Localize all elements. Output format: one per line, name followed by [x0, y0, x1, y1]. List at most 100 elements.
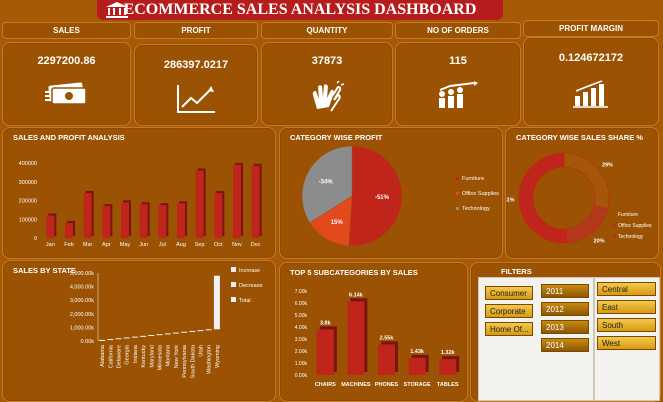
y-tick-label: 1.00k: [295, 361, 308, 367]
y-tick-label: 5.00k: [295, 313, 308, 319]
category-sales-title: CATEGORY WISE SALES SHARE %: [516, 133, 643, 142]
top5-title: TOP 5 SUBCATEGORIES BY SALES: [290, 268, 418, 277]
x-tick-label: Alabama: [100, 344, 106, 367]
x-tick-label: Feb: [64, 242, 73, 248]
kpi-value-profit: 286397.0217: [163, 59, 229, 71]
legend-swatch: [613, 224, 616, 227]
waterfall-bar: [164, 333, 171, 335]
category-sales-panel: CATEGORY WISE SALES SHARE % 29% 20% 51% Fur…: [505, 127, 659, 259]
bar: [408, 357, 426, 375]
kpi-value-quantity: 37873: [311, 55, 343, 67]
y-tick-label: 6.00k: [295, 301, 308, 307]
x-tick-label: Utah: [199, 345, 205, 357]
legend-label: Increase: [239, 268, 260, 274]
y-tick-label: 300000: [19, 180, 37, 186]
x-tick-label: New York: [174, 345, 180, 368]
legend-swatch: [613, 235, 616, 238]
y-tick-label: 3.00k: [295, 337, 308, 343]
y-tick-label: 100000: [19, 217, 37, 223]
bar: [195, 170, 204, 238]
x-tick-label: Indiana: [133, 344, 139, 363]
sales-profit-panel: SALES AND PROFIT ANALYSIS 0 100000 200000 3…: [2, 127, 276, 259]
x-tick-label: Maryland: [149, 345, 155, 368]
pie-slice: [301, 145, 353, 224]
x-tick-label: Montana: [166, 344, 172, 366]
filter-segment-home-office[interactable]: Home Of...: [485, 322, 533, 336]
x-tick-label: Jan: [46, 242, 55, 248]
legend-swatch: [456, 207, 459, 210]
bank-icon: [106, 2, 128, 18]
kpi-card-orders: 115: [395, 42, 521, 126]
sales-profit-title: SALES AND PROFIT ANALYSIS: [13, 133, 125, 142]
x-tick-label: CHAIRS: [315, 382, 336, 388]
x-tick-label: PHONES: [375, 382, 399, 388]
donut-slice: [518, 152, 568, 244]
legend-swatch: [613, 213, 616, 216]
x-tick-label: Oct: [214, 242, 223, 248]
x-tick-label: Aug: [176, 242, 186, 248]
filter-region-south[interactable]: South: [597, 318, 656, 332]
bar: [233, 164, 241, 238]
waterfall-bar: [197, 330, 204, 332]
category-sales-donut-chart: 29% 20% 51% Furniture Office Supplies Technol…: [506, 152, 652, 244]
filter-region-west[interactable]: West: [597, 336, 656, 350]
filter-year-2014[interactable]: 2014: [541, 338, 589, 352]
y-tick-label: 0.00k: [81, 339, 95, 345]
bar: [102, 206, 111, 238]
page-title: ECOMMERCE SALES ANALYSIS DASHBOARD: [123, 1, 477, 18]
donut-data-label: 51%: [506, 198, 515, 204]
filter-year-2013[interactable]: 2013: [541, 320, 589, 334]
filter-region-central[interactable]: Central: [597, 282, 656, 296]
bar: [347, 301, 365, 375]
x-tick-label: Georgia: [125, 344, 131, 365]
bar: [46, 215, 55, 238]
filter-region-east[interactable]: East: [597, 300, 656, 314]
legend-label: Decrease: [239, 283, 263, 289]
kpi-card-profit-margin: 0.124672172: [523, 37, 659, 126]
category-profit-title: CATEGORY WISE PROFIT: [290, 133, 383, 142]
legend-swatch: [456, 192, 459, 195]
x-tick-label: STORAGE: [404, 382, 431, 388]
growth-chart-icon: [177, 85, 215, 113]
kpi-card-profit: 286397.0217: [134, 44, 258, 126]
kpi-card-quantity: 37873: [261, 42, 393, 126]
x-tick-label: Dec: [251, 242, 261, 248]
bar: [158, 205, 167, 238]
sales-by-state-chart: 0.00k 1,000.00k 2,000.00k 3,000.00k 4,000.00…: [70, 267, 263, 378]
bar: [121, 202, 129, 238]
waterfall-bar: [181, 331, 188, 333]
x-tick-label: Pennsylvania: [182, 344, 188, 378]
bar: [439, 359, 457, 375]
filter-year-2011[interactable]: 2011: [541, 284, 589, 298]
waterfall-bar: [140, 335, 147, 337]
kpi-value-sales: 2297200.86: [37, 55, 96, 67]
sales-state-title: SALES BY STATE: [13, 266, 76, 275]
legend-swatch: [231, 267, 236, 272]
bar-growth-icon: [573, 80, 608, 108]
legend-swatch: [456, 177, 459, 180]
x-tick-label: Delaware: [117, 345, 123, 368]
y-tick-label: 2.00k: [295, 349, 308, 355]
y-tick-label: 4,000.00k: [70, 285, 94, 291]
waterfall-bar: [205, 329, 212, 331]
filter-segment-corporate[interactable]: Corporate: [485, 304, 533, 318]
segment-year-slicer-box: Consumer Corporate Home Of... 2011 2012 …: [478, 277, 594, 401]
donut-data-label: 29%: [602, 162, 613, 168]
kpi-header-profit-margin: PROFIT MARGIN: [523, 20, 659, 37]
x-tick-label: Mar: [83, 242, 93, 248]
x-tick-label: May: [120, 242, 131, 248]
top5-panel: TOP 5 SUBCATEGORIES BY SALES 0.00k 1.00k 2…: [279, 262, 468, 402]
y-tick-label: 2,000.00k: [70, 312, 94, 318]
filter-year-2012[interactable]: 2012: [541, 302, 589, 316]
legend-label: Technology: [462, 206, 490, 212]
x-tick-label: Minnesota: [158, 344, 164, 370]
pie-data-label: -51%: [375, 195, 390, 201]
y-tick-label: 4.00k: [295, 325, 308, 331]
x-tick-label: Sep: [195, 242, 205, 248]
bar: [65, 223, 73, 238]
bar: [378, 344, 395, 375]
y-tick-label: 3,000.00k: [70, 298, 94, 304]
filter-segment-consumer[interactable]: Consumer: [485, 286, 533, 300]
y-tick-label: 0: [34, 236, 37, 242]
bar-data-label: 3.8k: [320, 320, 332, 326]
